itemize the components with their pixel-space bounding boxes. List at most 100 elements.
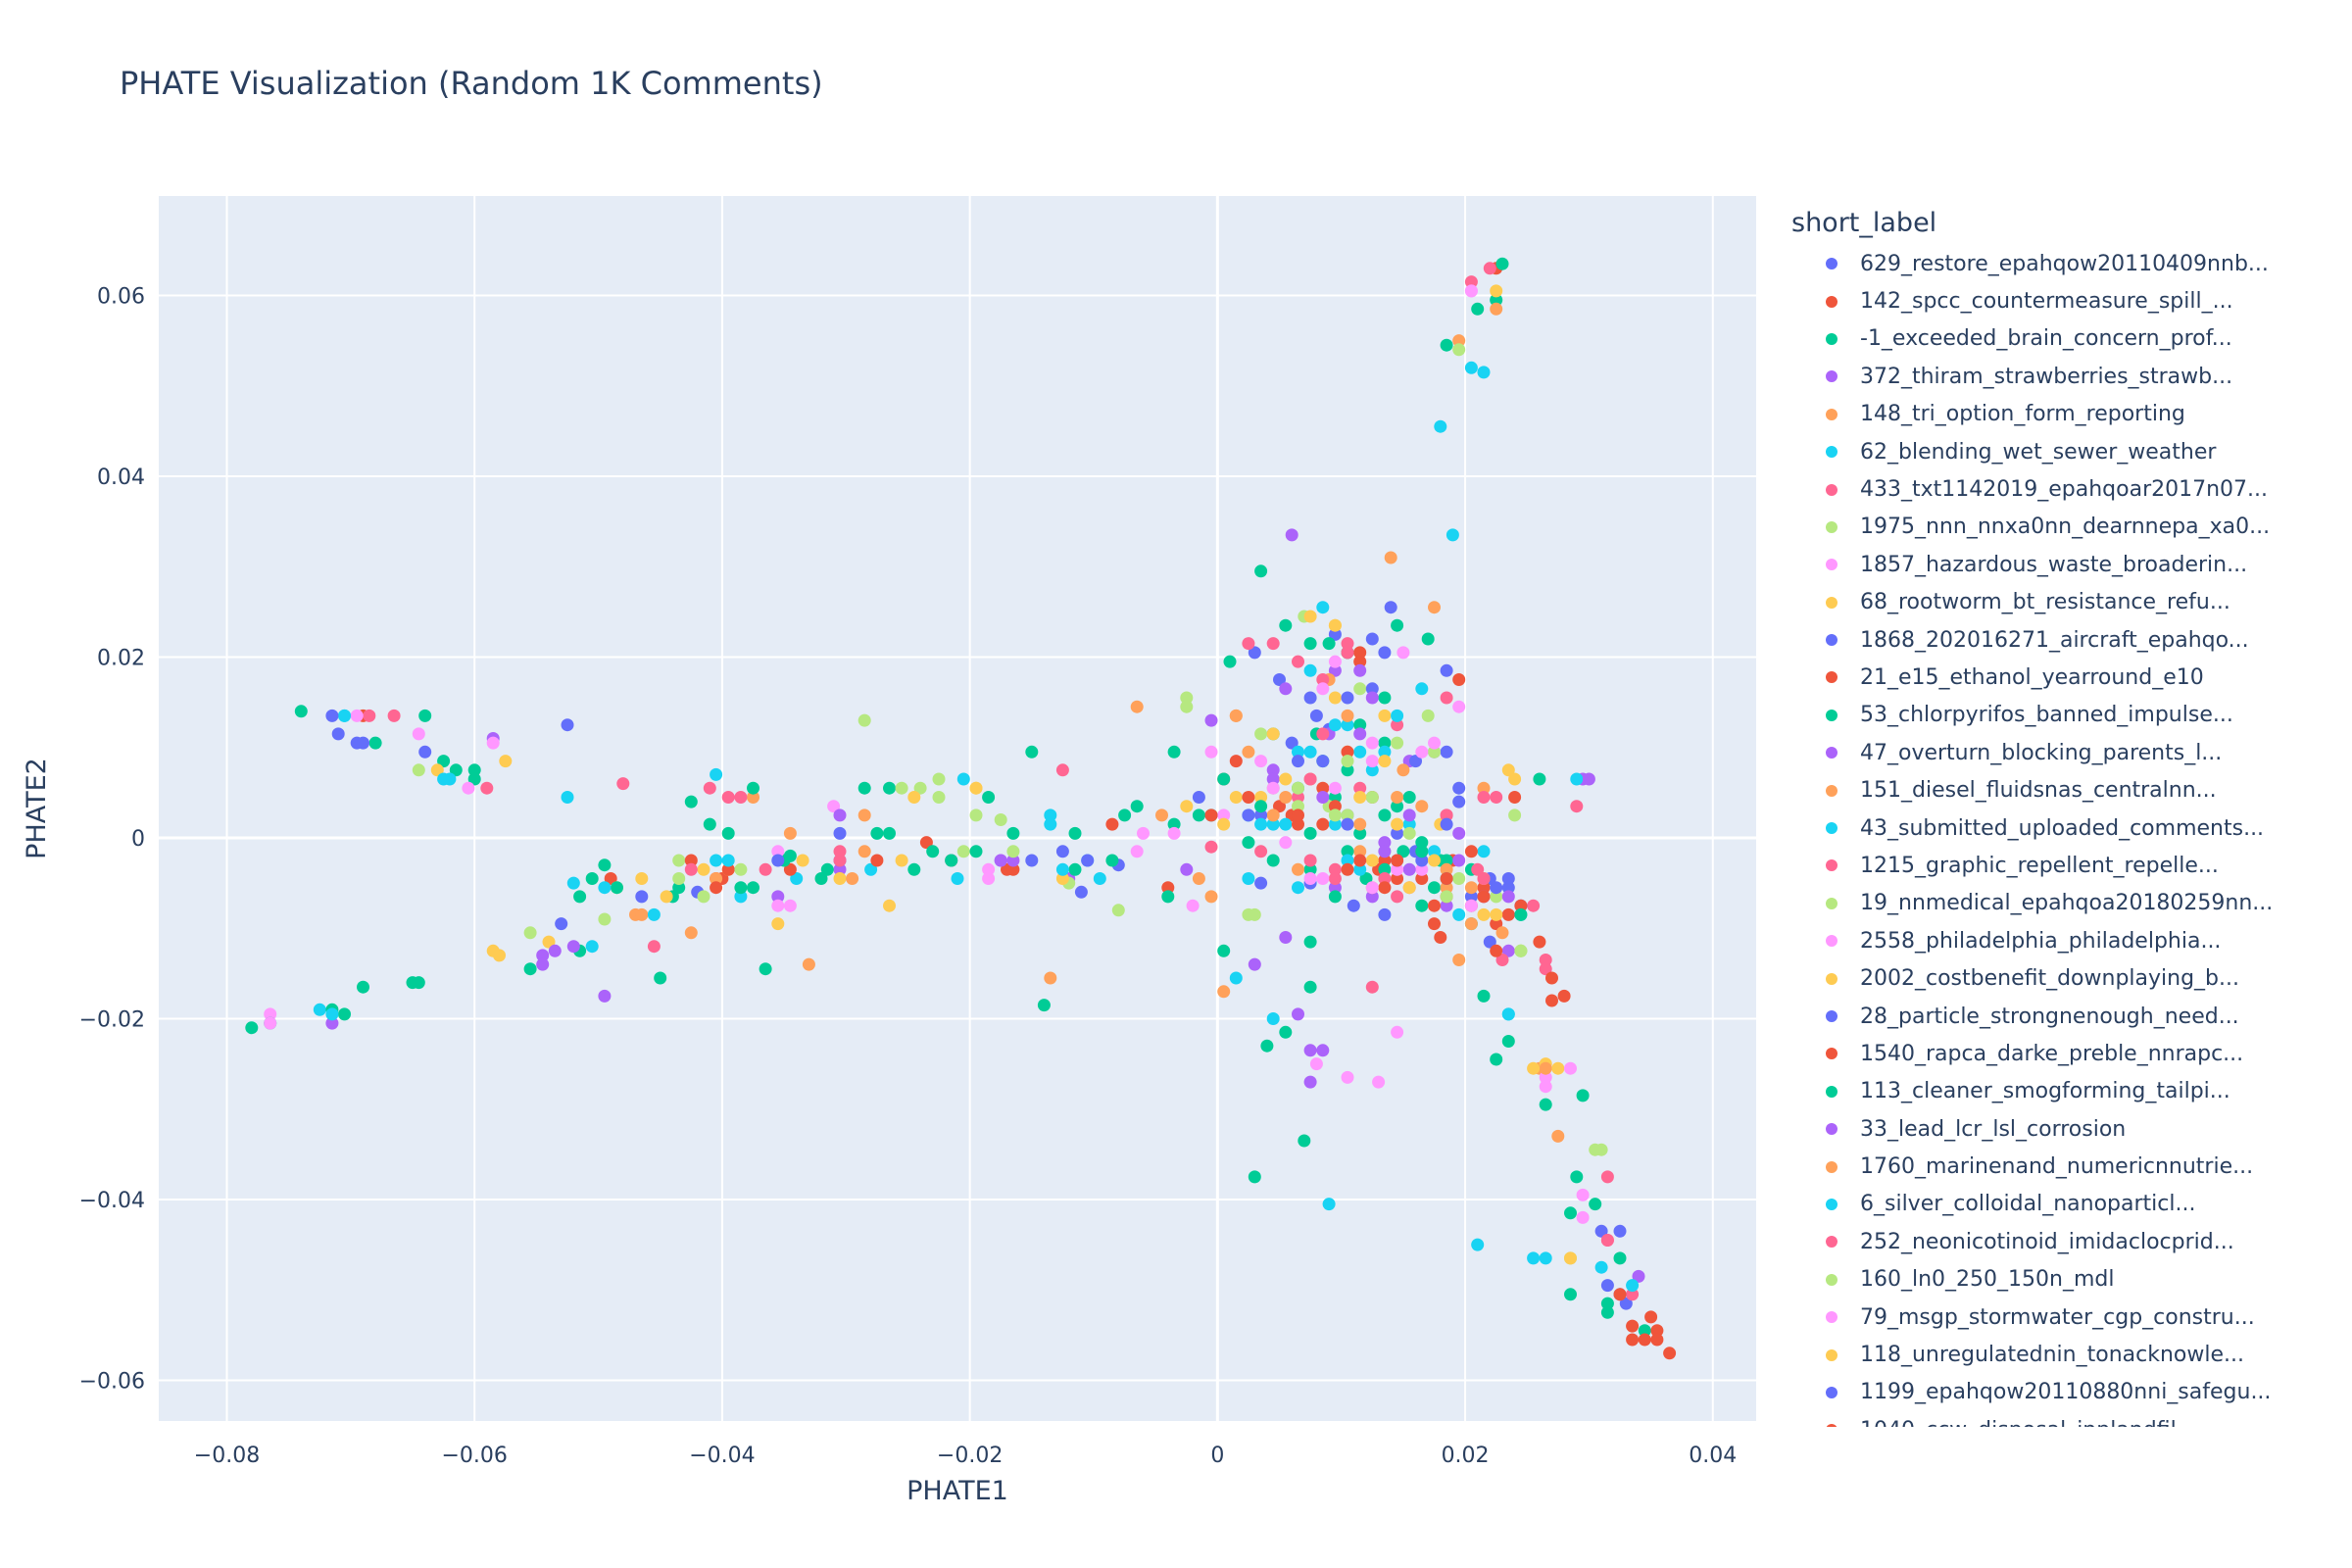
legend-item[interactable]: 1199_epahqow20110880nni_safegu... [1791,1374,2340,1411]
legend-item[interactable]: 62_blending_wet_sewer_weather [1791,433,2340,470]
legend-marker [1826,1048,1838,1060]
legend-item[interactable]: 629_restore_epahqow20110409nnb... [1791,245,2340,282]
data-point [721,862,735,876]
data-point [1204,890,1218,904]
legend-item[interactable]: 43_submitted_uploaded_comments... [1791,809,2340,847]
data-point [1527,1061,1541,1075]
data-point [1464,899,1478,912]
legend-item[interactable]: 142_spcc_countermeasure_spill_... [1791,282,2340,319]
legend-item[interactable]: 1540_rapca_darke_preble_nnrapc... [1791,1035,2340,1072]
data-point [895,854,908,867]
legend-item[interactable]: 1868_202016271_aircraft_epahqo... [1791,621,2340,659]
legend-item[interactable]: 79_msgp_stormwater_cgp_constru... [1791,1298,2340,1336]
data-point [1477,881,1491,895]
data-point [1316,1044,1330,1057]
data-point [1303,1075,1317,1089]
data-point [759,962,772,976]
data-point [1490,890,1503,904]
data-point [585,872,599,885]
data-point [1527,899,1541,912]
data-point [1514,899,1528,912]
data-point [1391,872,1404,885]
legend-label: 1540_rapca_darke_preble_nnrapc... [1860,1041,2244,1066]
data-point [1391,1025,1404,1039]
data-point [611,881,623,895]
legend-marker [1826,559,1838,571]
data-point [1501,907,1515,921]
legend-item[interactable]: -1_exceeded_brain_concern_prof... [1791,320,2340,358]
legend-item[interactable]: 28_particle_strongnenough_need... [1791,998,2340,1035]
data-point [1440,691,1453,705]
data-point [1564,1251,1577,1265]
data-point [1589,1198,1602,1211]
data-point [1483,935,1496,949]
legend-item[interactable]: 433_txt1142019_epahqoar2017n07... [1791,470,2340,508]
data-point [1155,808,1168,822]
data-point [1292,800,1304,813]
data-point [1396,845,1410,858]
legend-item[interactable]: 68_rootworm_bt_resistance_refu... [1791,584,2340,621]
data-point [1328,691,1342,705]
data-point [1242,907,1255,921]
legend-item[interactable]: 372_thiram_strawberries_strawb... [1791,358,2340,395]
data-point [1570,772,1584,786]
data-point [895,781,908,795]
data-point [672,881,686,895]
data-point [1180,700,1194,713]
legend-item[interactable]: 1857_hazardous_waste_broaderin... [1791,546,2340,583]
data-point [1254,791,1268,804]
data-point [1626,1319,1640,1333]
data-point [1254,845,1268,858]
legend-item[interactable]: 53_chlorpyrifos_banned_impulse... [1791,697,2340,734]
legend-item[interactable]: 2002_costbenefit_downplaying_b... [1791,959,2340,997]
data-point [1440,808,1453,822]
legend-marker [1826,709,1838,721]
legend-item[interactable]: 118_unregulatednin_tonacknowle... [1791,1336,2340,1373]
legend-item[interactable]: 47_overturn_blocking_parents_l... [1791,734,2340,771]
data-point [1242,872,1255,885]
data-point [1037,999,1051,1012]
legend-label: 53_chlorpyrifos_banned_impulse... [1860,703,2233,728]
data-point [1279,931,1293,944]
data-point [1130,800,1144,813]
legend-label: 1215_graphic_repellent_repelle... [1860,853,2219,878]
legend-item[interactable]: 1215_graphic_repellent_repelle... [1791,847,2340,884]
legend-item[interactable]: 2558_philadelphia_philadelphia... [1791,922,2340,959]
data-point [1402,862,1416,876]
legend-item[interactable]: 1760_marinenand_numericnnutrie... [1791,1148,2340,1185]
legend-item[interactable]: 19_nnmedical_epahqoa20180259nn... [1791,885,2340,922]
legend-label: 21_e15_ethanol_yearround_e10 [1860,664,2204,690]
legend-marker [1826,634,1838,647]
legend-item[interactable]: 252_neonicotinoid_imidaclocprid... [1791,1223,2340,1260]
data-point [1434,419,1447,433]
y-tick-label: 0.02 [97,646,145,670]
data-point [1328,781,1342,795]
legend-item[interactable]: 6_silver_colloidal_nanoparticl... [1791,1186,2340,1223]
x-tick-label: −0.04 [689,1444,755,1468]
legend-label: 1199_epahqow20110880nni_safegu... [1860,1380,2272,1405]
data-point [1242,745,1255,759]
data-point [1254,564,1268,578]
data-point [858,713,871,727]
legend-item[interactable]: 148_tri_option_form_reporting [1791,396,2340,433]
data-point [1180,691,1194,705]
legend-item[interactable]: 151_diesel_fluidsnas_centralnn... [1791,771,2340,808]
data-point [1341,763,1354,777]
data-point [771,845,785,858]
data-point [1365,682,1379,696]
data-point [1589,1143,1602,1156]
data-point [734,791,748,804]
data-point [1570,800,1584,813]
data-point [1316,682,1330,696]
legend-item[interactable]: 1040_ccw_disposal_inplandfil... [1791,1411,2340,1427]
data-point [1204,745,1218,759]
data-point [1428,881,1441,895]
legend-item[interactable]: 113_cleaner_smogforming_tailpi... [1791,1073,2340,1110]
legend-item[interactable]: 33_lead_lcr_lsl_corrosion [1791,1110,2340,1148]
data-point [1402,826,1416,840]
legend-item[interactable]: 1975_nnn_nnxa0nn_dearnnepa_xa0... [1791,509,2340,546]
legend-item[interactable]: 21_e15_ethanol_yearround_e10 [1791,659,2340,696]
data-point [833,872,847,885]
data-point [548,944,562,957]
legend-item[interactable]: 160_ln0_250_150n_mdl [1791,1261,2340,1298]
